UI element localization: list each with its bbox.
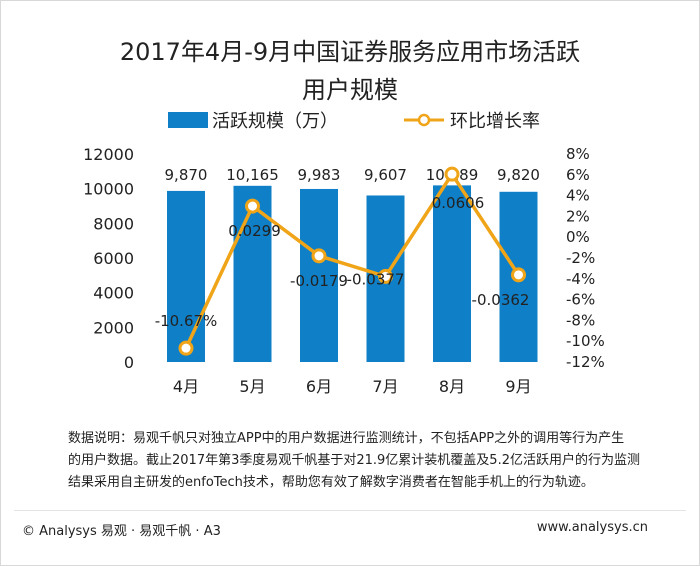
growth-rate-point	[178, 340, 194, 356]
y-right-tick-label: -10%	[566, 332, 605, 350]
y-left-tick-label: 8000	[93, 214, 134, 233]
y-right-tick-label: 2%	[566, 207, 590, 225]
y-left-tick-label: 10000	[83, 180, 134, 199]
y-right-tick-label: 8%	[566, 145, 590, 163]
y-right-tick-label: -2%	[566, 249, 595, 267]
y-right-tick-label: -8%	[566, 311, 595, 329]
legend-line-marker	[417, 113, 431, 127]
bar-value-label: 10,165	[226, 166, 279, 184]
y-left-tick-label: 6000	[93, 249, 134, 268]
y-left-tick-label: 12000	[83, 145, 134, 164]
line-value-label: 0.0299	[228, 222, 281, 240]
bar-value-label: 9,820	[497, 166, 540, 184]
line-value-label: -0.0377	[347, 270, 405, 288]
bar	[300, 188, 338, 362]
growth-rate-line	[184, 172, 520, 349]
line-value-label: -0.0179	[290, 272, 348, 290]
footer-website: www.analysys.cn	[536, 520, 648, 535]
bar	[167, 190, 205, 362]
y-left-tick-label: 0	[124, 353, 134, 372]
data-note: 数据说明：易观千帆只对独立APP中的用户数据进行监测统计，不包括APP之外的调用…	[68, 428, 658, 494]
y-left-tick-label: 4000	[93, 284, 134, 303]
bar-value-label: 9,607	[364, 166, 407, 184]
growth-rate-point	[444, 166, 460, 182]
growth-rate-point	[311, 248, 327, 264]
y-left-tick-label: 2000	[93, 318, 134, 337]
y-right-tick-label: -12%	[566, 353, 605, 371]
footer-divider	[14, 510, 686, 511]
bar	[433, 185, 471, 362]
growth-rate-point	[511, 267, 526, 283]
chart-title-line-1: 2017年4月-9月中国证券服务应用市场活跃	[119, 38, 581, 66]
bar-value-label: 9,870	[165, 166, 208, 184]
x-tick-label: 4月	[173, 377, 199, 396]
line-value-label: 0.0606	[432, 194, 485, 212]
x-tick-label: 9月	[505, 377, 531, 396]
y-right-tick-label: 6%	[566, 166, 590, 184]
y-right-tick-label: -6%	[566, 291, 595, 309]
bar-value-label: 9,983	[298, 166, 341, 184]
x-tick-label: 6月	[306, 377, 332, 396]
legend-line-label: 环比增长率	[450, 111, 540, 132]
footer-copyright: © Analysys 易观 · 易观千帆 · A3	[22, 524, 221, 539]
legend-bar-swatch	[168, 112, 208, 128]
x-tick-label: 8月	[439, 377, 465, 396]
y-right-tick-label: 4%	[566, 187, 590, 205]
growth-rate-point	[245, 198, 260, 214]
data-note-line-2: 的用户数据。截止2017年第3季度易观千帆基于对21.9亿累计装机覆盖及5.2亿…	[68, 453, 640, 468]
chart-area: 活跃规模（万） 环比增长率 0 2000 4000 6000 8000 10000 12000 -…	[83, 111, 605, 396]
data-note-line-1: 数据说明：易观千帆只对独立APP中的用户数据进行监测统计，不包括APP之外的调用…	[68, 431, 625, 446]
x-tick-label: 7月	[372, 377, 398, 396]
y-right-tick-label: -4%	[566, 270, 595, 288]
x-tick-label: 5月	[239, 377, 265, 396]
growth-rate-point	[378, 268, 393, 284]
y-right-tick-label: 0%	[566, 228, 590, 246]
data-note-line-3: 结果采用自主研发的enfoTech技术，帮助您有效了解数字消费者在智能手机上的行…	[68, 475, 594, 490]
line-value-label: -0.0362	[472, 291, 530, 309]
legend-bar-label: 活跃规模（万）	[212, 111, 338, 132]
line-value-label: -10.67%	[155, 312, 218, 330]
chart-title-line-2: 用户规模	[302, 76, 398, 104]
